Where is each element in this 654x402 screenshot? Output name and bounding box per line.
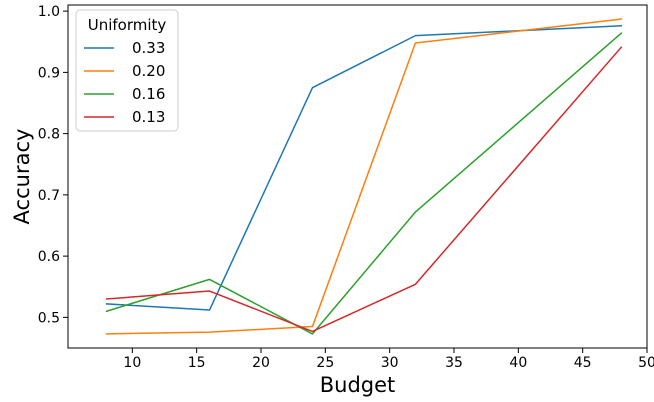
series-line-0-13 — [105, 46, 623, 333]
series-line-0-33 — [105, 25, 623, 311]
y-tick-label: 0.9 — [38, 65, 60, 81]
y-axis-label: Accuracy — [10, 129, 34, 225]
legend-label: 0.13 — [132, 108, 165, 126]
series-line-0-20 — [105, 18, 623, 335]
x-tick-label: 15 — [188, 355, 206, 371]
x-tick-label: 50 — [638, 355, 654, 371]
legend-box — [75, 9, 179, 132]
y-tick-label: 0.7 — [38, 188, 60, 204]
y-tick-label: 1.0 — [38, 4, 60, 20]
legend: Uniformity 0.33 0.20 0.16 0.13 — [75, 9, 179, 132]
series-line-0-16 — [105, 32, 623, 335]
y-tick-label: 0.8 — [38, 127, 60, 143]
x-tick-label: 30 — [381, 355, 399, 371]
y-tick-label: 0.5 — [38, 310, 60, 326]
y-tick-label: 0.6 — [38, 249, 60, 265]
x-tick-label: 45 — [574, 355, 592, 371]
legend-label: 0.16 — [132, 85, 165, 103]
plot-frame — [67, 4, 648, 349]
x-tick-label: 40 — [509, 355, 527, 371]
series-lines — [105, 18, 623, 335]
legend-label: 0.33 — [132, 39, 165, 57]
legend-title: Uniformity — [88, 16, 167, 34]
x-tick-label: 35 — [445, 355, 463, 371]
x-axis-label: Budget — [320, 373, 396, 397]
legend-label: 0.20 — [132, 62, 165, 80]
x-tick-label: 20 — [252, 355, 270, 371]
x-tick-label: 25 — [316, 355, 334, 371]
x-tick-label: 10 — [123, 355, 141, 371]
